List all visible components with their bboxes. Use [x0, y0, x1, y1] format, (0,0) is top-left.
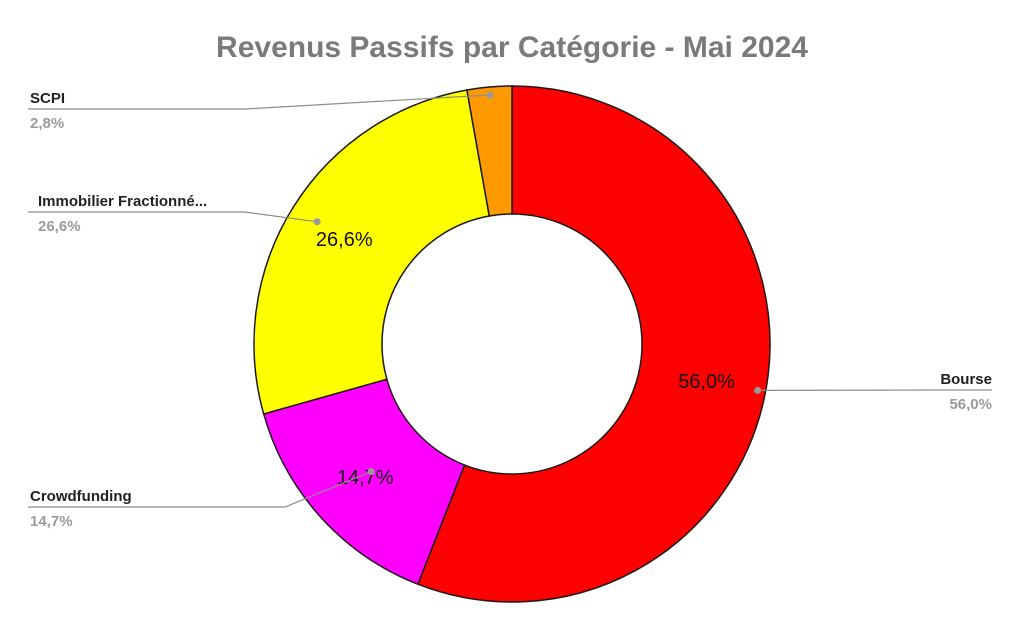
callout-value-crowdfunding: 14,7% [30, 513, 73, 530]
chart-title: Revenus Passifs par Catégorie - Mai 2024 [216, 31, 808, 64]
callout-name-crowdfunding: Crowdfunding [30, 488, 132, 505]
data-label-bourse: 56,0% [678, 371, 735, 393]
leader-dot-bourse [754, 386, 762, 394]
leader-dot-crowdfunding [367, 468, 375, 476]
slice-data-labels: 56,0% 14,7% 26,6% [316, 229, 735, 489]
leader-dot-immobilier-fractionne [313, 218, 321, 226]
leader-line-crowdfunding [28, 470, 372, 508]
slice-bourse [416, 85, 771, 603]
leader-dot-scpi [486, 91, 494, 99]
slice-immobilier-fractionne [253, 89, 491, 415]
callout-value-immobilier-fractionne: 26,6% [38, 218, 81, 235]
slice-callouts: Bourse 56,0% Crowdfunding 14,7% Immobilier F… [28, 90, 992, 530]
callout-name-immobilier-fractionne: Immobilier Fractionné... [38, 193, 207, 210]
callout-value-bourse: 56,0% [949, 396, 992, 413]
slice-crowdfunding [262, 378, 466, 586]
callout-name-scpi: SCPI [30, 90, 65, 107]
callout-value-scpi: 2,8% [30, 115, 64, 132]
slice-scpi [466, 85, 513, 217]
data-label-crowdfunding: 14,7% [337, 467, 394, 489]
data-label-immobilier-fractionne: 26,6% [316, 229, 373, 251]
leader-line-immobilier-fractionne [28, 211, 318, 223]
callout-name-bourse: Bourse [940, 371, 992, 388]
donut-slices [253, 85, 771, 603]
leader-line-scpi [28, 94, 491, 110]
